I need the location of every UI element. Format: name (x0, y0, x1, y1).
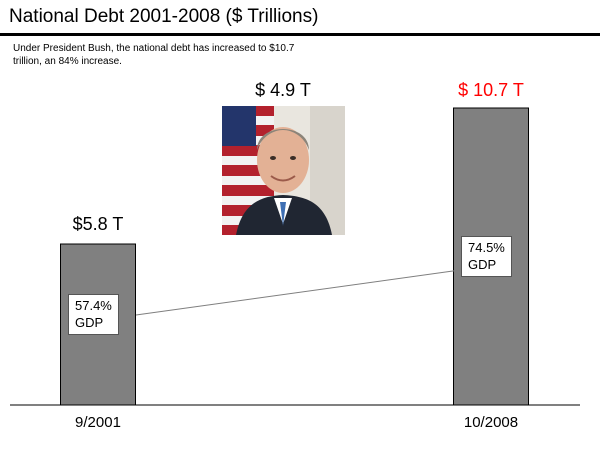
gdp-label-2008: 74.5% GDP (461, 236, 512, 277)
title-divider (0, 33, 600, 36)
chart-title: National Debt 2001-2008 ($ Trillions) (9, 6, 319, 27)
gdp-percent-2001: 57.4% (75, 298, 112, 313)
x-tick-label-2008: 10/2008 (463, 414, 519, 431)
president-portrait (222, 106, 345, 235)
gdp-label-2001: 57.4% GDP (68, 294, 119, 335)
gdp-percent-2008: 74.5% (468, 240, 505, 255)
x-tick-label-2001: 9/2001 (75, 414, 121, 431)
portrait-photo-icon (222, 106, 345, 235)
increase-label: $ 4.9 T (255, 80, 311, 100)
gdp-word-2001: GDP (75, 315, 104, 330)
gdp-connector-line (135, 269, 461, 316)
gdp-word-2008: GDP (468, 257, 497, 272)
bar-value-label-2008: $ 10.7 T (458, 80, 524, 100)
bar-value-label-2001: $5.8 T (72, 214, 124, 234)
chart-subtitle: Under President Bush, the national debt … (13, 43, 295, 67)
